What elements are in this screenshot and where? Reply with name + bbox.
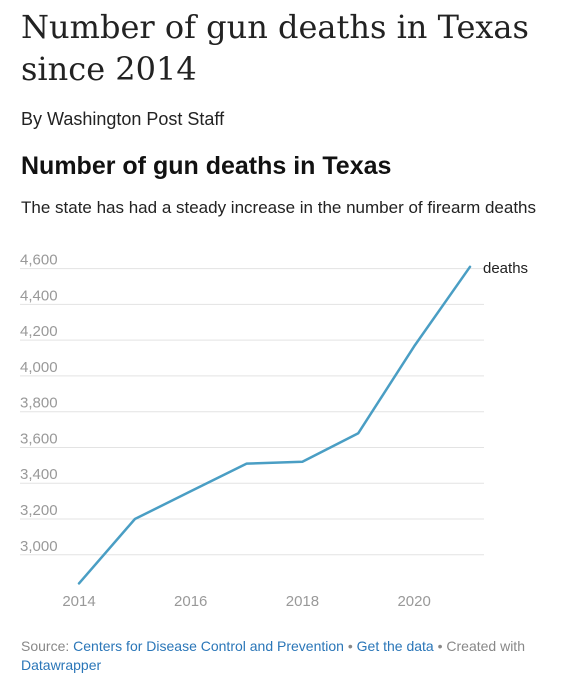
line-chart: 3,000 3,200 3,400 3,600 3,800 4,000 4,200 4,400…: [20, 252, 528, 610]
y-tick-label: 3,800: [20, 395, 58, 412]
series-line: [77, 265, 472, 585]
y-tick-label: 4,000: [20, 359, 58, 376]
chart-footer: Source: Centers for Disease Control and …: [21, 637, 546, 675]
article-headline: Number of gun deaths in Texas since 2014: [21, 8, 529, 88]
data-point: [188, 489, 193, 494]
datawrapper-link[interactable]: Datawrapper: [21, 657, 102, 673]
separator: •: [433, 638, 447, 654]
y-tick-label: 3,200: [20, 502, 58, 519]
data-point: [77, 581, 82, 586]
source-link[interactable]: Centers for Disease Control and Preventi…: [73, 638, 344, 654]
byline: By Washington Post Staff: [21, 109, 225, 129]
chart-title: Number of gun deaths in Texas: [21, 152, 392, 180]
data-point: [244, 461, 249, 466]
y-tick-label: 4,600: [20, 252, 58, 269]
series-label: deaths: [483, 260, 528, 277]
y-tick-label: 4,400: [20, 287, 58, 304]
data-point: [300, 459, 305, 464]
series-layer: deaths: [77, 260, 528, 586]
get-the-data-link[interactable]: Get the data: [356, 638, 434, 654]
y-tick-label: 3,400: [20, 466, 58, 483]
data-point: [132, 517, 137, 522]
separator: •: [343, 638, 357, 654]
x-tick-label: 2020: [397, 593, 430, 610]
data-point: [356, 431, 361, 436]
data-point: [468, 264, 473, 269]
y-tick-label: 4,200: [20, 323, 58, 340]
source-prefix: Source:: [21, 638, 74, 654]
y-tick-label: 3,000: [20, 538, 58, 555]
chart-subtitle: The state has had a steady increase in t…: [21, 198, 537, 217]
x-tick-label: 2014: [62, 593, 95, 610]
created-with-text: Created with: [446, 638, 525, 654]
y-tick-label: 3,600: [20, 430, 58, 447]
data-point: [412, 344, 417, 349]
x-axis-ticks: 2014 2016 2018 2020: [62, 593, 431, 610]
x-tick-label: 2016: [174, 593, 207, 610]
gridlines: [20, 268, 484, 556]
x-tick-label: 2018: [286, 593, 319, 610]
y-axis-ticks: 3,000 3,200 3,400 3,600 3,800 4,000 4,200 4,400…: [20, 252, 58, 555]
